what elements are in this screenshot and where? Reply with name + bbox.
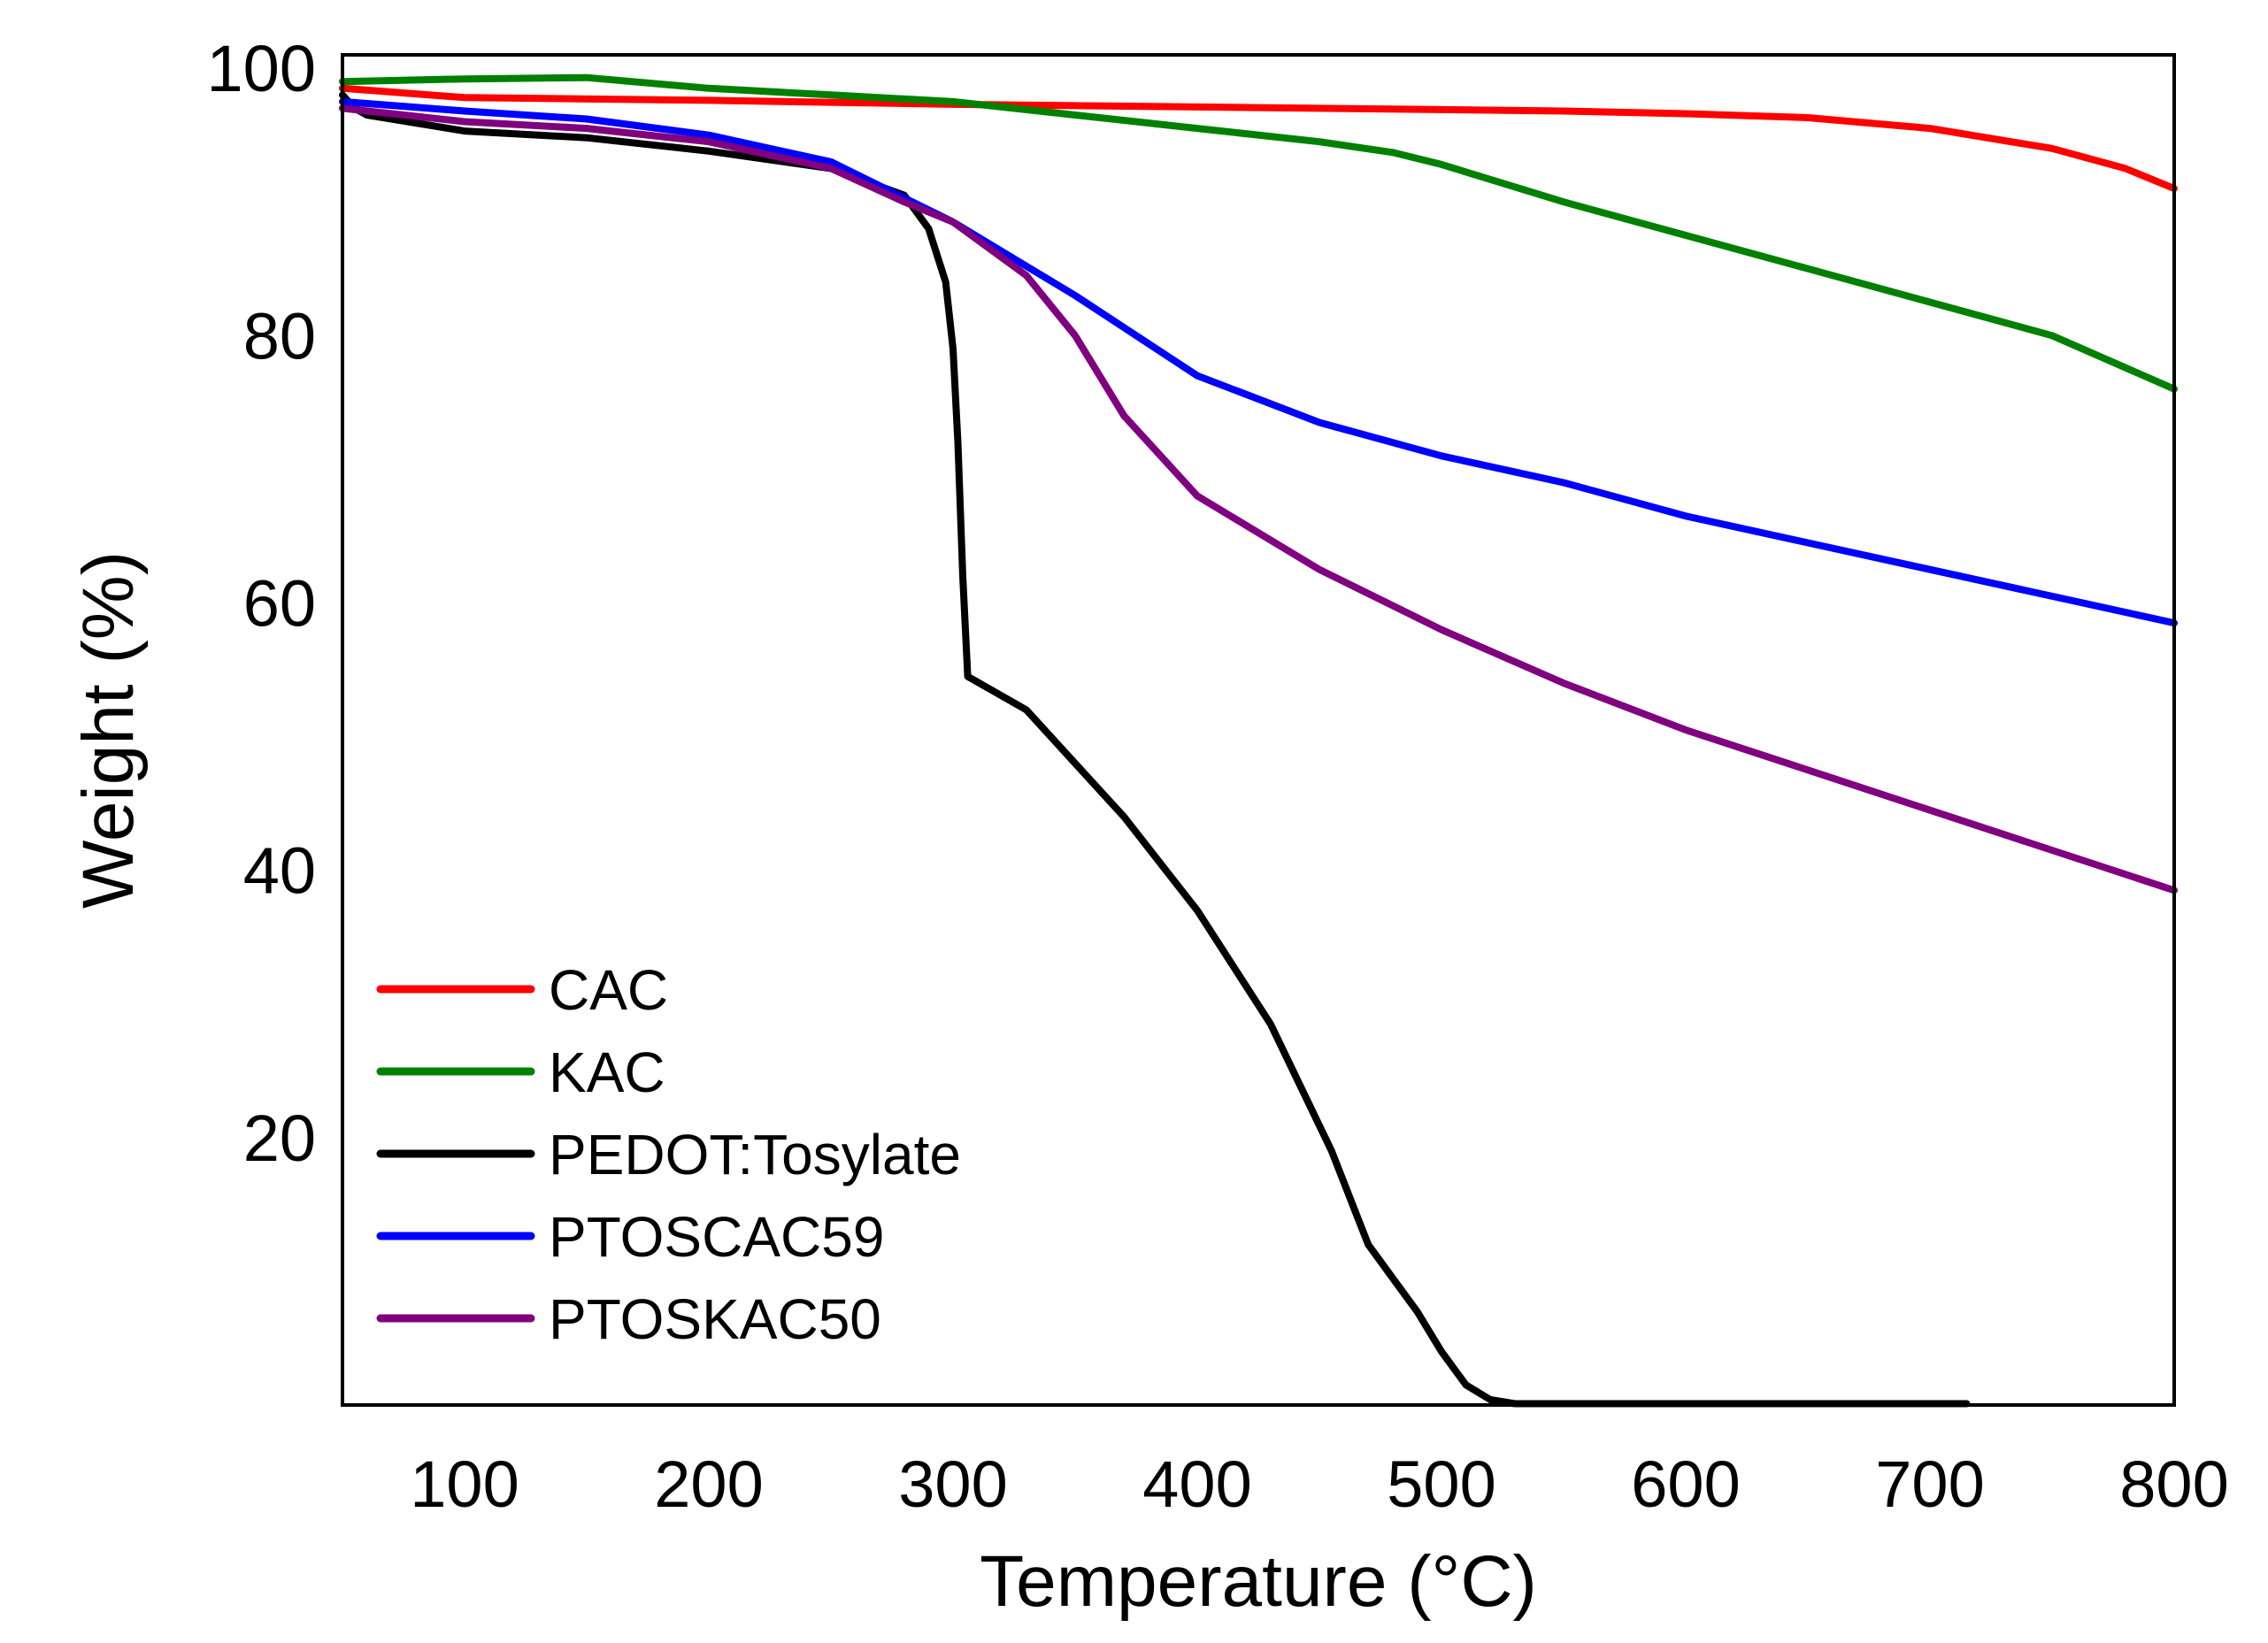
y-tick-label: 100 xyxy=(207,32,316,105)
y-axis-label: Weight (%) xyxy=(68,551,149,909)
x-tick-label: 700 xyxy=(1875,1447,1984,1521)
x-tick-label: 600 xyxy=(1631,1447,1740,1521)
legend-label-4: PTOSCAC59 xyxy=(549,1205,884,1269)
x-tick-label: 400 xyxy=(1142,1447,1251,1521)
x-tick-label: 300 xyxy=(898,1447,1007,1521)
series-line-5 xyxy=(339,104,2178,894)
legend-label-1: CAC xyxy=(549,958,668,1022)
plot-area-frame xyxy=(341,53,2176,1407)
y-axis-ticks: 20 40 60 80 100 xyxy=(207,32,316,1175)
legend-label-3: PEDOT:Tosylate xyxy=(549,1123,961,1186)
series-line-4 xyxy=(339,97,2178,627)
series-line-3 xyxy=(339,91,1971,1408)
y-tick-label: 60 xyxy=(243,566,316,640)
y-tick-label: 20 xyxy=(243,1102,316,1175)
series-layer xyxy=(339,73,2178,1408)
x-tick-label: 100 xyxy=(410,1447,519,1521)
y-tick-label: 40 xyxy=(243,834,316,908)
legend: CAC KAC PEDOT:Tosylate PTOSCAC59 PTOSKAC50 xyxy=(376,958,961,1351)
series-line-2 xyxy=(339,73,2178,393)
series-line-1 xyxy=(339,84,2178,193)
legend-label-5: PTOSKAC50 xyxy=(549,1287,881,1351)
legend-label-2: KAC xyxy=(549,1040,665,1104)
x-tick-label: 500 xyxy=(1387,1447,1495,1521)
x-axis-label: Temperature (°C) xyxy=(980,1541,1537,1622)
x-tick-label: 200 xyxy=(654,1447,763,1521)
x-tick-label: 800 xyxy=(2119,1447,2228,1521)
x-axis-ticks: 100 200 300 400 500 600 700 800 xyxy=(410,1447,2228,1521)
y-tick-label: 80 xyxy=(243,299,316,372)
